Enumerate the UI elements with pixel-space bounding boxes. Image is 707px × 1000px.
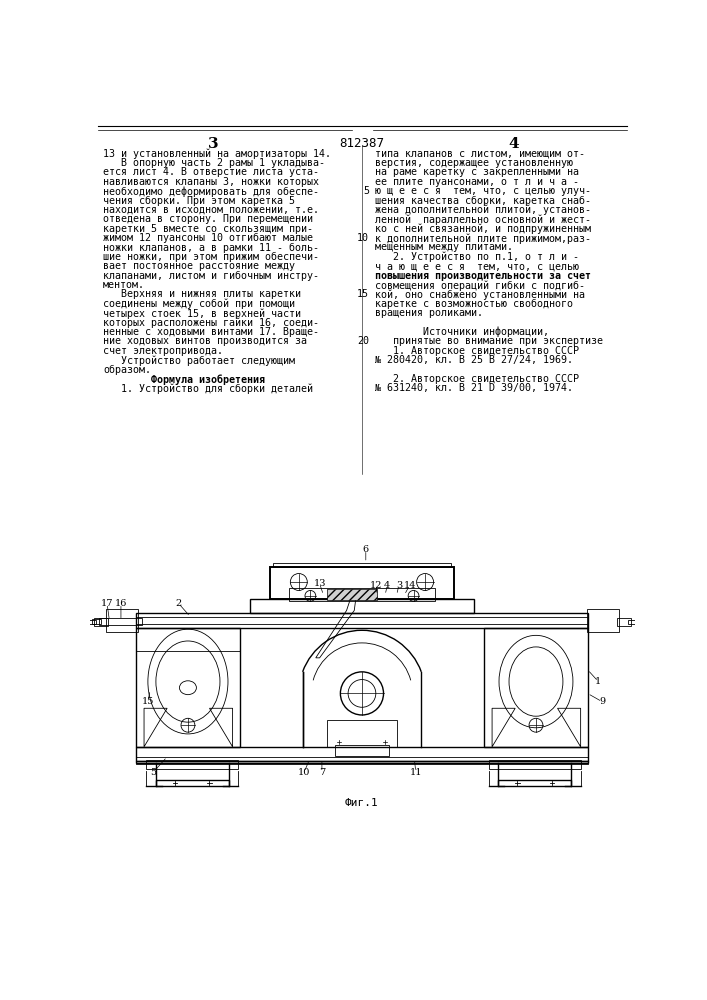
Text: которых расположены гайки 16, соеди-: которых расположены гайки 16, соеди- [103, 318, 320, 328]
Text: ленной  параллельно основной и жест-: ленной параллельно основной и жест- [375, 214, 591, 225]
Bar [327, 589, 378, 600]
Bar [92, 619, 101, 624]
Text: совмещения операций гибки с подгиб-: совмещения операций гибки с подгиб- [375, 280, 585, 291]
Text: жена дополнительной плитой, установ-: жена дополнительной плитой, установ- [375, 205, 591, 215]
Text: ко с ней связанной, и подпружиненным: ко с ней связанной, и подпружиненным [375, 224, 591, 234]
Bar [269, 567, 455, 599]
Text: 4: 4 [384, 581, 390, 590]
Text: Верхняя и нижняя плиты каретки: Верхняя и нижняя плиты каретки [103, 289, 301, 299]
Bar [489, 760, 580, 769]
Text: 2. Устройство по п.1, о т л и -: 2. Устройство по п.1, о т л и - [375, 252, 579, 262]
Bar [327, 720, 397, 747]
Text: шения качества сборки, каретка снаб-: шения качества сборки, каретка снаб- [375, 195, 591, 206]
Text: к дополнительной плите прижимом,раз-: к дополнительной плите прижимом,раз- [375, 233, 591, 244]
Text: ненные с ходовыми винтами 17. Враще-: ненные с ходовыми винтами 17. Враще- [103, 327, 320, 337]
Bar [94, 618, 108, 626]
Text: верстия, содержащее установленную: верстия, содержащее установленную [375, 158, 573, 168]
Text: 15: 15 [141, 697, 154, 706]
Text: В опорную часть 2 рамы 1 укладыва-: В опорную часть 2 рамы 1 укладыва- [103, 158, 325, 168]
Text: 3: 3 [396, 581, 402, 590]
Text: ножки клапанов, а в рамки 11 - боль-: ножки клапанов, а в рамки 11 - боль- [103, 242, 320, 253]
Text: 10: 10 [298, 768, 310, 777]
Text: повышения производительности за счет: повышения производительности за счет [375, 271, 591, 281]
Text: каретки 5 вместе со скользящим при-: каретки 5 вместе со скользящим при- [103, 224, 313, 234]
Text: 17: 17 [101, 599, 113, 608]
Text: типа клапанов с листом, имеющим от-: типа клапанов с листом, имеющим от- [375, 148, 585, 158]
Text: 10: 10 [357, 233, 369, 243]
Bar [105, 609, 138, 632]
Text: вает постоянное расстояние между: вает постоянное расстояние между [103, 261, 296, 271]
Bar [335, 745, 389, 756]
Text: ю щ е е с я  тем, что, с целью улуч-: ю щ е е с я тем, что, с целью улуч- [375, 186, 591, 196]
Text: отведена в сторону. При перемещении: отведена в сторону. При перемещении [103, 214, 313, 224]
Text: 1. Авторское свидетельство СССР: 1. Авторское свидетельство СССР [375, 346, 579, 356]
Text: чения сборки. При этом каретка 5: чения сборки. При этом каретка 5 [103, 195, 296, 206]
Text: шие ножки, при этом прижим обеспечи-: шие ножки, при этом прижим обеспечи- [103, 252, 320, 262]
Bar [88, 620, 96, 624]
Text: 2: 2 [175, 599, 182, 608]
Bar [100, 618, 141, 625]
Text: 1. Устройство для сборки деталей: 1. Устройство для сборки деталей [103, 383, 313, 394]
Bar [498, 780, 571, 786]
Text: ментом.: ментом. [103, 280, 145, 290]
Text: 12: 12 [370, 581, 382, 590]
Text: ее плите пуансонами, о т л и ч а -: ее плите пуансонами, о т л и ч а - [375, 177, 579, 187]
Text: 812387: 812387 [339, 137, 385, 150]
Text: 20: 20 [357, 336, 369, 346]
Text: ч а ю щ е е с я  тем, что, с целью: ч а ю щ е е с я тем, что, с целью [375, 261, 579, 271]
Text: кой, оно снабжено установленными на: кой, оно снабжено установленными на [375, 289, 585, 300]
Text: четырех стоек 15, в верхней части: четырех стоек 15, в верхней части [103, 308, 301, 319]
Text: 14: 14 [404, 581, 416, 590]
Text: находится в исходном положении, т.е.: находится в исходном положении, т.е. [103, 205, 320, 215]
Text: каретке с возможностью свободного: каретке с возможностью свободного [375, 299, 573, 309]
Text: 13 и установленный на амортизаторы 14.: 13 и установленный на амортизаторы 14. [103, 148, 332, 159]
Text: навливаются клапаны 3, ножки которых: навливаются клапаны 3, ножки которых [103, 177, 320, 187]
Bar [146, 760, 238, 769]
Bar [274, 563, 450, 567]
Text: жимом 12 пуансоны 10 отгибают малые: жимом 12 пуансоны 10 отгибают малые [103, 233, 313, 243]
Text: 9: 9 [599, 697, 605, 706]
Bar [136, 613, 588, 628]
Bar [288, 588, 435, 601]
Bar [136, 761, 588, 763]
Text: соединены между собой при помощи: соединены между собой при помощи [103, 299, 296, 309]
Text: 3: 3 [208, 137, 218, 151]
Text: 5: 5 [150, 768, 156, 777]
Text: 15: 15 [357, 289, 369, 299]
Bar [156, 780, 229, 786]
Bar [250, 599, 474, 613]
Text: мещенным между плитами.: мещенным между плитами. [375, 242, 513, 252]
Text: на раме каретку с закрепленными на: на раме каретку с закрепленными на [375, 167, 579, 177]
Bar [136, 628, 240, 651]
Text: Формула изобретения: Формула изобретения [103, 374, 265, 385]
Text: ется лист 4. В отверстие листа уста-: ется лист 4. В отверстие листа уста- [103, 167, 320, 177]
Text: Устройство работает следующим: Устройство работает следующим [103, 355, 296, 366]
Text: № 280420, кл. В 25 В 27/24, 1969.: № 280420, кл. В 25 В 27/24, 1969. [375, 355, 573, 365]
Text: 13: 13 [313, 579, 326, 588]
Text: Фиг.1: Фиг.1 [345, 798, 379, 808]
Bar [629, 620, 636, 624]
Text: образом.: образом. [103, 365, 151, 375]
Bar [617, 618, 631, 626]
Text: № 631240, кл. В 21 D 39/00, 1974.: № 631240, кл. В 21 D 39/00, 1974. [375, 383, 573, 393]
Text: 1: 1 [595, 677, 602, 686]
Text: вращения роликами.: вращения роликами. [375, 308, 483, 318]
Text: 16: 16 [115, 599, 127, 608]
Text: 6: 6 [363, 545, 369, 554]
Text: принятые во внимание при экспертизе: принятые во внимание при экспертизе [375, 336, 603, 346]
Text: 5: 5 [363, 186, 369, 196]
Text: 2. Авторское свидетельство СССР: 2. Авторское свидетельство СССР [375, 374, 579, 384]
Text: счет электропривода.: счет электропривода. [103, 346, 223, 356]
Text: Источники информации,: Источники информации, [375, 327, 549, 337]
Text: 11: 11 [409, 768, 422, 777]
Bar [587, 609, 619, 632]
Text: необходимо деформировать для обеспе-: необходимо деформировать для обеспе- [103, 186, 320, 197]
Text: ние ходовых винтов производится за: ние ходовых винтов производится за [103, 336, 308, 346]
Bar [136, 747, 588, 761]
Bar [136, 628, 240, 747]
Text: 7: 7 [319, 768, 325, 777]
Bar [484, 628, 588, 747]
Text: клапанами, листом и гибочным инстру-: клапанами, листом и гибочным инстру- [103, 271, 320, 281]
Text: 4: 4 [508, 137, 519, 151]
